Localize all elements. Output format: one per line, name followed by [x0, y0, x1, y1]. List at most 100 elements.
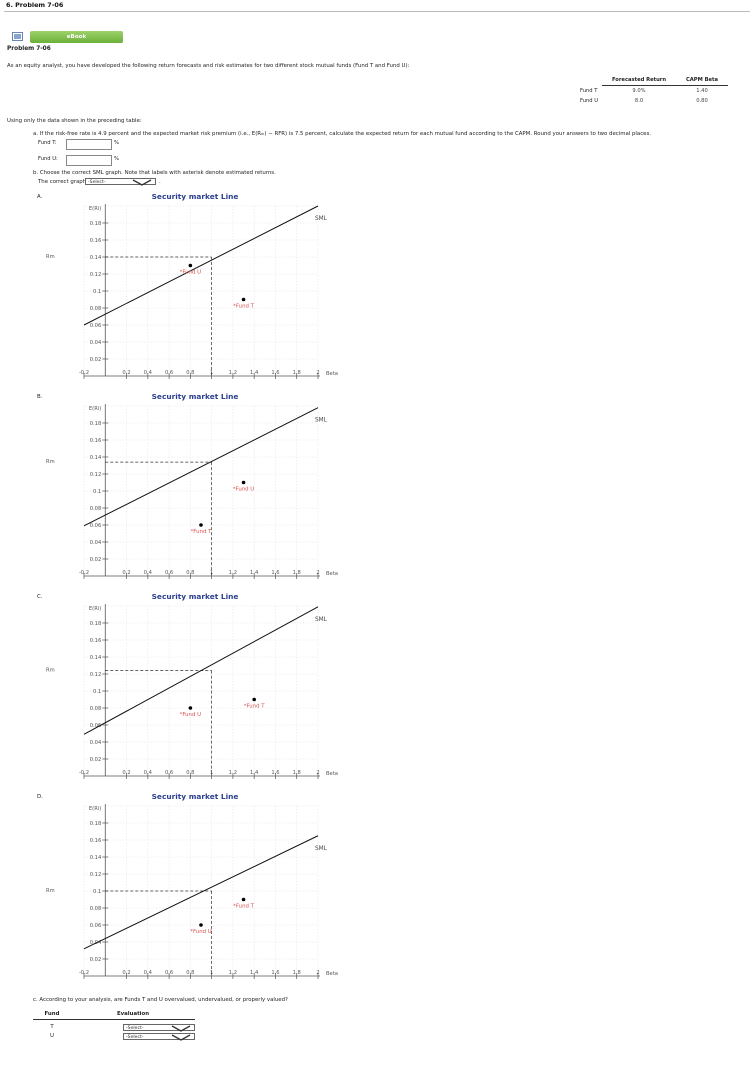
x-tick-label: 1.6 [271, 770, 279, 776]
period: . [159, 179, 161, 185]
sml-graph-d[interactable]: Security market Line 0.18 0.16 0.14 0.12 0.1 0… [0, 790, 754, 990]
x-axis-label: Beta [326, 971, 338, 977]
chevron-down-icon [171, 1024, 191, 1032]
forecast-return: 8.0 [634, 98, 644, 104]
y-tick-label: 0.18 [90, 621, 102, 627]
fund-t-return-input[interactable] [66, 139, 112, 150]
x-tick-label: 0.6 [165, 970, 173, 976]
fund-letter: U [50, 1033, 54, 1039]
part-c-text: c. According to your analysis, are Funds… [33, 997, 288, 1003]
x-tick-label: 0.2 [122, 570, 130, 576]
data-point-label: *Fund U [180, 270, 201, 276]
table-header-row: Fund Evaluation [33, 1010, 195, 1020]
correct-graph-label: The correct graph is [38, 179, 93, 185]
x-tick-label: 0.2 [122, 970, 130, 976]
y-tick-label: 0.18 [90, 221, 102, 227]
select-value: -Select- [126, 1034, 144, 1040]
y-tick-label: 0.14 [90, 455, 102, 461]
percent-unit: % [114, 140, 119, 146]
x-tick-label: 1.8 [293, 770, 301, 776]
part-a-text: a. If the risk-free rate is 4.9 percent … [33, 131, 652, 137]
chevron-down-icon [132, 179, 152, 186]
rm-label: Rm [46, 459, 55, 465]
x-tick-label: 1.8 [293, 970, 301, 976]
y-tick-label: 0.12 [90, 672, 102, 678]
data-point-label: *Fund T [244, 704, 265, 710]
x-tick-label: 1.6 [271, 570, 279, 576]
percent-unit: % [114, 156, 119, 162]
table-row: T -Select- [33, 1020, 195, 1032]
sml-line [83, 205, 319, 326]
x-tick-label: 0.2 [122, 770, 130, 776]
x-tick-label: 1.4 [250, 970, 259, 976]
x-tick-label: 0.2 [122, 370, 130, 376]
y-tick-label: 0.18 [90, 821, 102, 827]
x-tick-label: 1.2 [229, 570, 237, 576]
sml-graph-b[interactable]: Security market Line 0.18 0.16 0.14 0.12 0.1 0… [0, 390, 754, 590]
part-b-text: b. Choose the correct SML graph. Note th… [33, 170, 276, 176]
y-tick-label: 0.02 [90, 757, 102, 763]
x-axis-label: Beta [326, 371, 338, 377]
data-point [199, 923, 203, 927]
x-tick-label: -0.2 [79, 570, 89, 576]
table-row: Fund U 8.0 0.80 [576, 96, 728, 106]
data-point [188, 263, 193, 268]
x-tick-label: 0.4 [144, 570, 153, 576]
y-axis-label: E(Ri) [89, 206, 101, 212]
sml-graph-c[interactable]: Security market Line 0.18 0.16 0.14 0.12 0.1 0… [0, 590, 754, 790]
y-tick-label: 0.14 [90, 655, 102, 661]
y-tick-label: 0.14 [90, 255, 102, 261]
x-tick-label: 1.8 [293, 370, 301, 376]
data-point [252, 697, 256, 702]
y-tick-label: 0.16 [90, 638, 102, 644]
sml-label: SML [315, 418, 328, 424]
evaluation-select-u[interactable]: -Select- [123, 1032, 195, 1041]
x-tick-label: 1.2 [229, 370, 237, 376]
rm-label: Rm [46, 254, 55, 260]
data-point-label: *Fund U [190, 929, 211, 935]
data-point [188, 706, 193, 710]
y-tick-label: 0.06 [90, 523, 102, 529]
graph-select[interactable]: -Select- [85, 178, 156, 186]
y-tick-label: 0.02 [90, 357, 102, 363]
x-tick-label: 1.4 [250, 370, 259, 376]
table-header [576, 76, 602, 86]
y-tick-label: 0.1 [93, 889, 101, 895]
book-icon[interactable] [12, 32, 23, 41]
y-tick-label: 0.16 [90, 438, 102, 444]
intro-text: As an equity analyst, you have developed… [7, 63, 410, 69]
y-tick-label: 0.02 [90, 557, 102, 563]
fund-letter: T [50, 1024, 54, 1030]
forecast-return: 9.0% [632, 88, 646, 94]
fund-u-label: Fund U: [38, 156, 58, 162]
sml-graph-a[interactable]: Security market Line 0.18 0.16 0.14 0.12 0.1 0… [0, 190, 754, 390]
divider [4, 11, 750, 12]
x-tick-label: 0.8 [186, 970, 194, 976]
sml-label: SML [315, 846, 328, 852]
y-tick-label: 0.1 [93, 689, 101, 695]
y-tick-label: 0.16 [90, 238, 102, 244]
x-tick-label: 1.4 [250, 570, 259, 576]
x-tick-label: 2 [316, 370, 319, 376]
problem-number: 6. Problem 7-06 [6, 1, 64, 9]
x-tick-label: 0.6 [165, 370, 173, 376]
table-header-row: Forecasted Return CAPM Beta [576, 76, 729, 86]
x-tick-label: -0.2 [79, 370, 89, 376]
table-header: Forecasted Return [602, 76, 677, 86]
x-tick-label: 1.6 [271, 970, 279, 976]
x-tick-label: 1.2 [229, 770, 237, 776]
data-point [241, 897, 246, 902]
fund-u-return-input[interactable] [66, 155, 112, 166]
y-tick-label: 0.04 [90, 340, 102, 346]
data-point [241, 480, 246, 485]
option-b-label: B. [37, 394, 43, 400]
ebook-button[interactable]: eBook [30, 31, 123, 43]
rm-label: Rm [46, 888, 55, 894]
fund-name: Fund T [580, 87, 598, 94]
x-axis-label: Beta [326, 571, 338, 577]
fund-t-label: Fund T: [38, 140, 57, 146]
sml-line [83, 606, 319, 735]
sml-label: SML [315, 216, 328, 222]
select-value: -Select- [88, 180, 106, 185]
evaluation-select-t[interactable]: -Select- [123, 1023, 195, 1032]
